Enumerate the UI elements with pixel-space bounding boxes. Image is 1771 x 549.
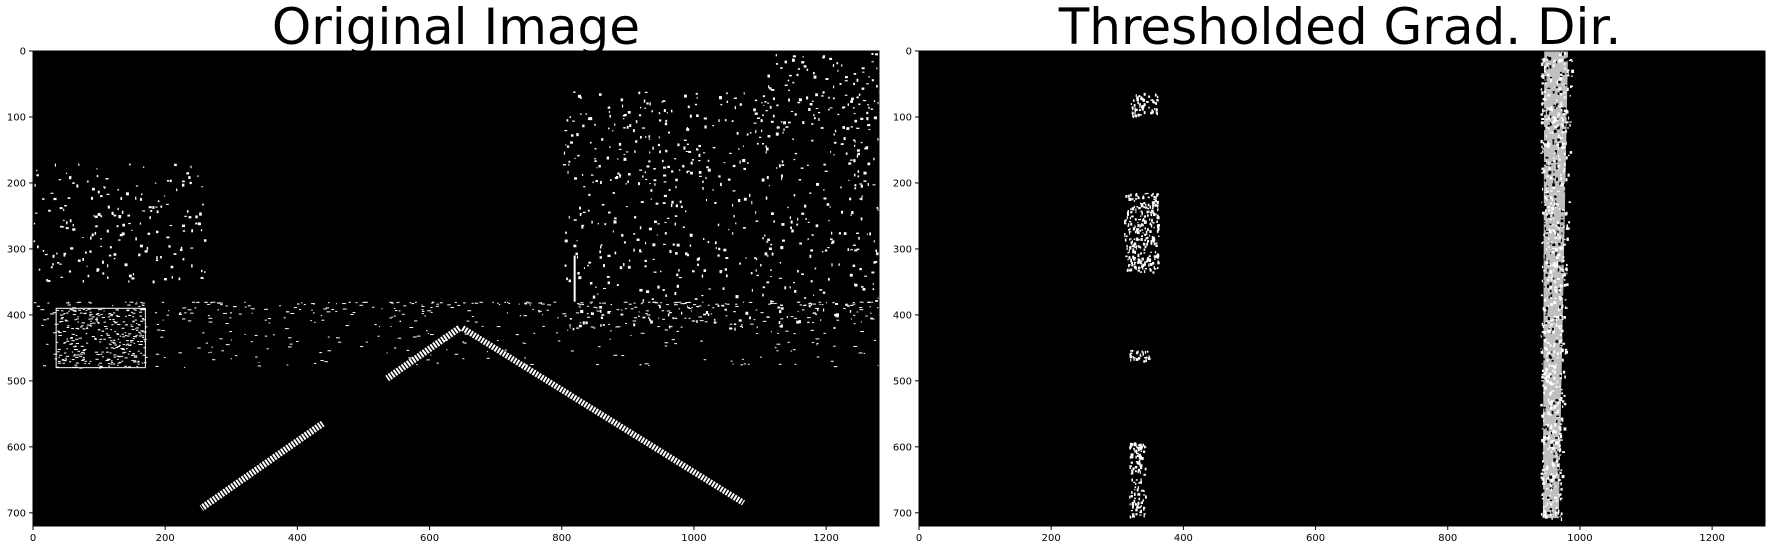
horizon-edges bbox=[33, 301, 879, 368]
right-lane-line bbox=[461, 325, 746, 506]
x-tick-label: 600 bbox=[1306, 533, 1325, 544]
vehicle-edges bbox=[55, 307, 148, 369]
y-tick-label: 100 bbox=[893, 112, 912, 123]
y-tick-label: 0 bbox=[906, 47, 912, 58]
x-tick-label: 200 bbox=[156, 533, 175, 544]
right-lane-band bbox=[1540, 51, 1575, 522]
left-lane-segment bbox=[1130, 92, 1159, 119]
vegetation-edges bbox=[562, 90, 879, 331]
x-tick-label: 1200 bbox=[813, 533, 838, 544]
vegetation-edges bbox=[760, 52, 879, 131]
x-tick-label: 600 bbox=[420, 533, 439, 544]
axes-frame bbox=[32, 50, 880, 527]
x-tick-label: 800 bbox=[1438, 533, 1457, 544]
vegetation-edges bbox=[33, 163, 207, 284]
left-lane-segment bbox=[1129, 442, 1147, 519]
x-tick-label: 800 bbox=[552, 533, 571, 544]
y-tick-label: 400 bbox=[893, 310, 912, 321]
y-tick-label: 600 bbox=[7, 442, 26, 453]
x-tick-label: 0 bbox=[916, 533, 922, 544]
y-tick-label: 100 bbox=[7, 112, 26, 123]
y-tick-label: 700 bbox=[7, 508, 26, 519]
y-tick-label: 600 bbox=[893, 442, 912, 453]
y-tick-label: 500 bbox=[893, 376, 912, 387]
left-panel-title: Original Image bbox=[271, 0, 641, 56]
x-tick-label: 400 bbox=[1174, 533, 1193, 544]
y-tick-label: 500 bbox=[7, 376, 26, 387]
x-tick-label: 200 bbox=[1042, 533, 1061, 544]
x-tick-label: 1000 bbox=[1567, 533, 1592, 544]
y-tick-label: 300 bbox=[893, 244, 912, 255]
y-tick-label: 400 bbox=[7, 310, 26, 321]
pole-edge bbox=[573, 255, 576, 302]
image-content bbox=[1124, 51, 1575, 522]
x-tick-label: 0 bbox=[30, 533, 36, 544]
y-tick-label: 200 bbox=[7, 178, 26, 189]
panel-thresholded: 0 200 400 600 800 1000 1200 0 100 200 300 400 500 600… bbox=[893, 47, 1766, 544]
image-background bbox=[33, 51, 879, 526]
y-tick-label: 200 bbox=[893, 178, 912, 189]
right-panel-title: Thresholded Grad. Dir. bbox=[1058, 0, 1622, 56]
y-tick-label: 300 bbox=[7, 244, 26, 255]
x-tick-label: 1000 bbox=[681, 533, 706, 544]
x-tick-label: 1200 bbox=[1699, 533, 1724, 544]
left-lane-segment bbox=[1124, 192, 1160, 274]
left-lane-line bbox=[199, 325, 462, 511]
image-background bbox=[919, 51, 1765, 526]
left-lane-segment bbox=[1129, 349, 1151, 363]
y-tick-label: 0 bbox=[20, 47, 26, 58]
panel-original: 0 200 400 600 800 1000 1200 0 100 200 300 400 500 600… bbox=[7, 47, 880, 544]
image-content bbox=[33, 52, 879, 511]
x-tick-label: 400 bbox=[288, 533, 307, 544]
axes-frame bbox=[918, 50, 1766, 527]
y-tick-label: 700 bbox=[893, 508, 912, 519]
